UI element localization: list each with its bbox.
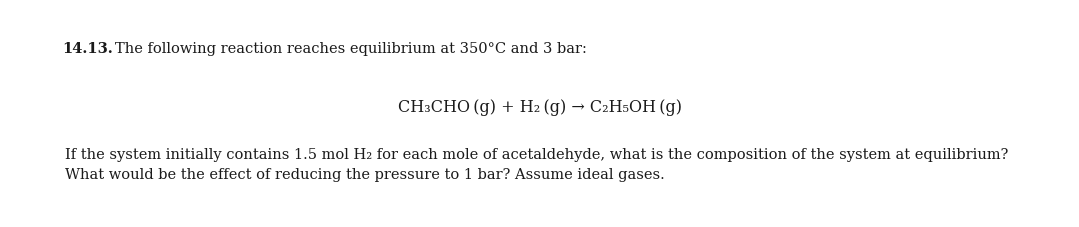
Text: 14.13.: 14.13. [62,42,112,56]
Text: CH₃CHO (g) + H₂ (g) → C₂H₅OH (g): CH₃CHO (g) + H₂ (g) → C₂H₅OH (g) [397,99,682,116]
Text: If the system initially contains 1.5 mol H₂ for each mole of acetaldehyde, what : If the system initially contains 1.5 mol… [65,148,1009,162]
Text: The following reaction reaches equilibrium at 350°C and 3 bar:: The following reaction reaches equilibri… [115,42,587,56]
Text: If the system initially contains 1.5 mol H2 for each mole of acetaldehyde, what : If the system initially contains 1.5 mol… [65,148,1012,162]
Text: What would be the effect of reducing the pressure to 1 bar? Assume ideal gases.: What would be the effect of reducing the… [65,168,665,182]
